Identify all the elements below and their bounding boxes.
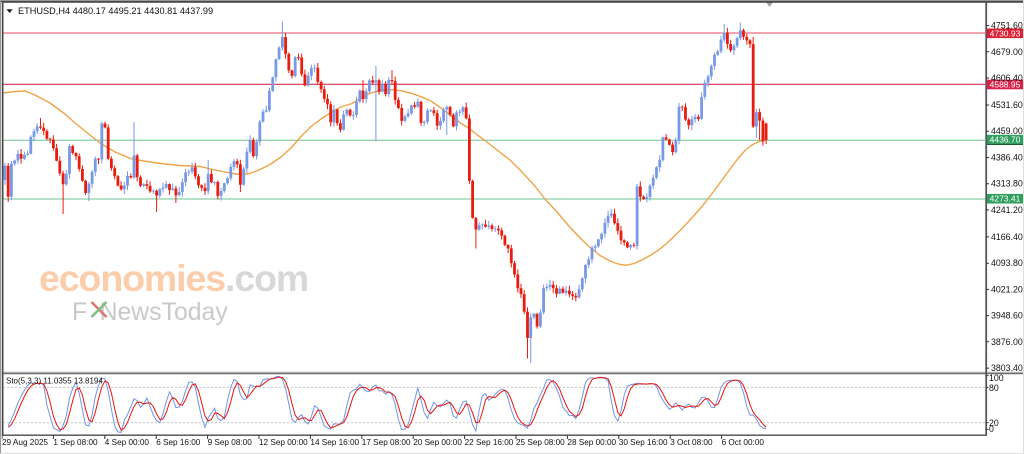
svg-text:4 Sep 00:00: 4 Sep 00:00 [105, 438, 150, 447]
svg-text:4386.40: 4386.40 [991, 153, 1023, 163]
svg-text:6 Sep 16:00: 6 Sep 16:00 [156, 438, 201, 447]
svg-text:29 Aug 2025: 29 Aug 2025 [2, 438, 48, 447]
svg-text:100: 100 [989, 373, 1004, 383]
svg-text:80: 80 [989, 383, 999, 393]
svg-text:4606.40: 4606.40 [991, 73, 1023, 83]
svg-text:ETHUSD,H4 4480.17 4495.21 443: ETHUSD,H4 4480.17 4495.21 4430.81 4437.9… [18, 6, 213, 16]
svg-text:4166.40: 4166.40 [991, 232, 1023, 242]
svg-text:6 Oct 00:00: 6 Oct 00:00 [722, 438, 765, 447]
svg-text:20: 20 [989, 418, 999, 428]
svg-text:4093.80: 4093.80 [991, 258, 1023, 268]
svg-text:1 Sep 08:00: 1 Sep 08:00 [53, 438, 98, 447]
svg-text:20 Sep 00:00: 20 Sep 00:00 [413, 438, 462, 447]
svg-text:4459.00: 4459.00 [991, 126, 1023, 136]
svg-text:4313.80: 4313.80 [991, 179, 1023, 189]
svg-text:4436.70: 4436.70 [990, 135, 1021, 145]
svg-text:22 Sep 16:00: 22 Sep 16:00 [465, 438, 514, 447]
svg-text:4679.00: 4679.00 [991, 47, 1023, 57]
svg-text:4021.20: 4021.20 [991, 284, 1023, 294]
svg-text:Sto(5,3,3) 11.0355 13.8194: Sto(5,3,3) 11.0355 13.8194 [6, 377, 103, 386]
svg-text:3 Oct 08:00: 3 Oct 08:00 [670, 438, 713, 447]
svg-text:17 Sep 08:00: 17 Sep 08:00 [362, 438, 411, 447]
svg-text:economies.com: economies.com [39, 257, 308, 299]
svg-text:4273.41: 4273.41 [990, 194, 1021, 204]
svg-text:FxNewsToday: FxNewsToday [72, 299, 228, 326]
svg-text:30 Sep 16:00: 30 Sep 16:00 [619, 438, 668, 447]
svg-text:4531.60: 4531.60 [991, 100, 1023, 110]
svg-text:4730.93: 4730.93 [990, 28, 1021, 38]
svg-text:25 Sep 08:00: 25 Sep 08:00 [516, 438, 565, 447]
svg-text:3803.40: 3803.40 [991, 363, 1023, 373]
svg-text:3948.60: 3948.60 [991, 311, 1023, 321]
svg-text:9 Sep 08:00: 9 Sep 08:00 [208, 438, 253, 447]
svg-text:4588.95: 4588.95 [990, 80, 1021, 90]
svg-text:4241.20: 4241.20 [991, 205, 1023, 215]
svg-text:28 Sep 00:00: 28 Sep 00:00 [567, 438, 616, 447]
svg-text:4751.60: 4751.60 [991, 21, 1023, 31]
svg-text:12 Sep 00:00: 12 Sep 00:00 [259, 438, 308, 447]
svg-text:3876.00: 3876.00 [991, 337, 1023, 347]
svg-text:0: 0 [989, 424, 994, 434]
svg-text:14 Sep 16:00: 14 Sep 16:00 [310, 438, 359, 447]
